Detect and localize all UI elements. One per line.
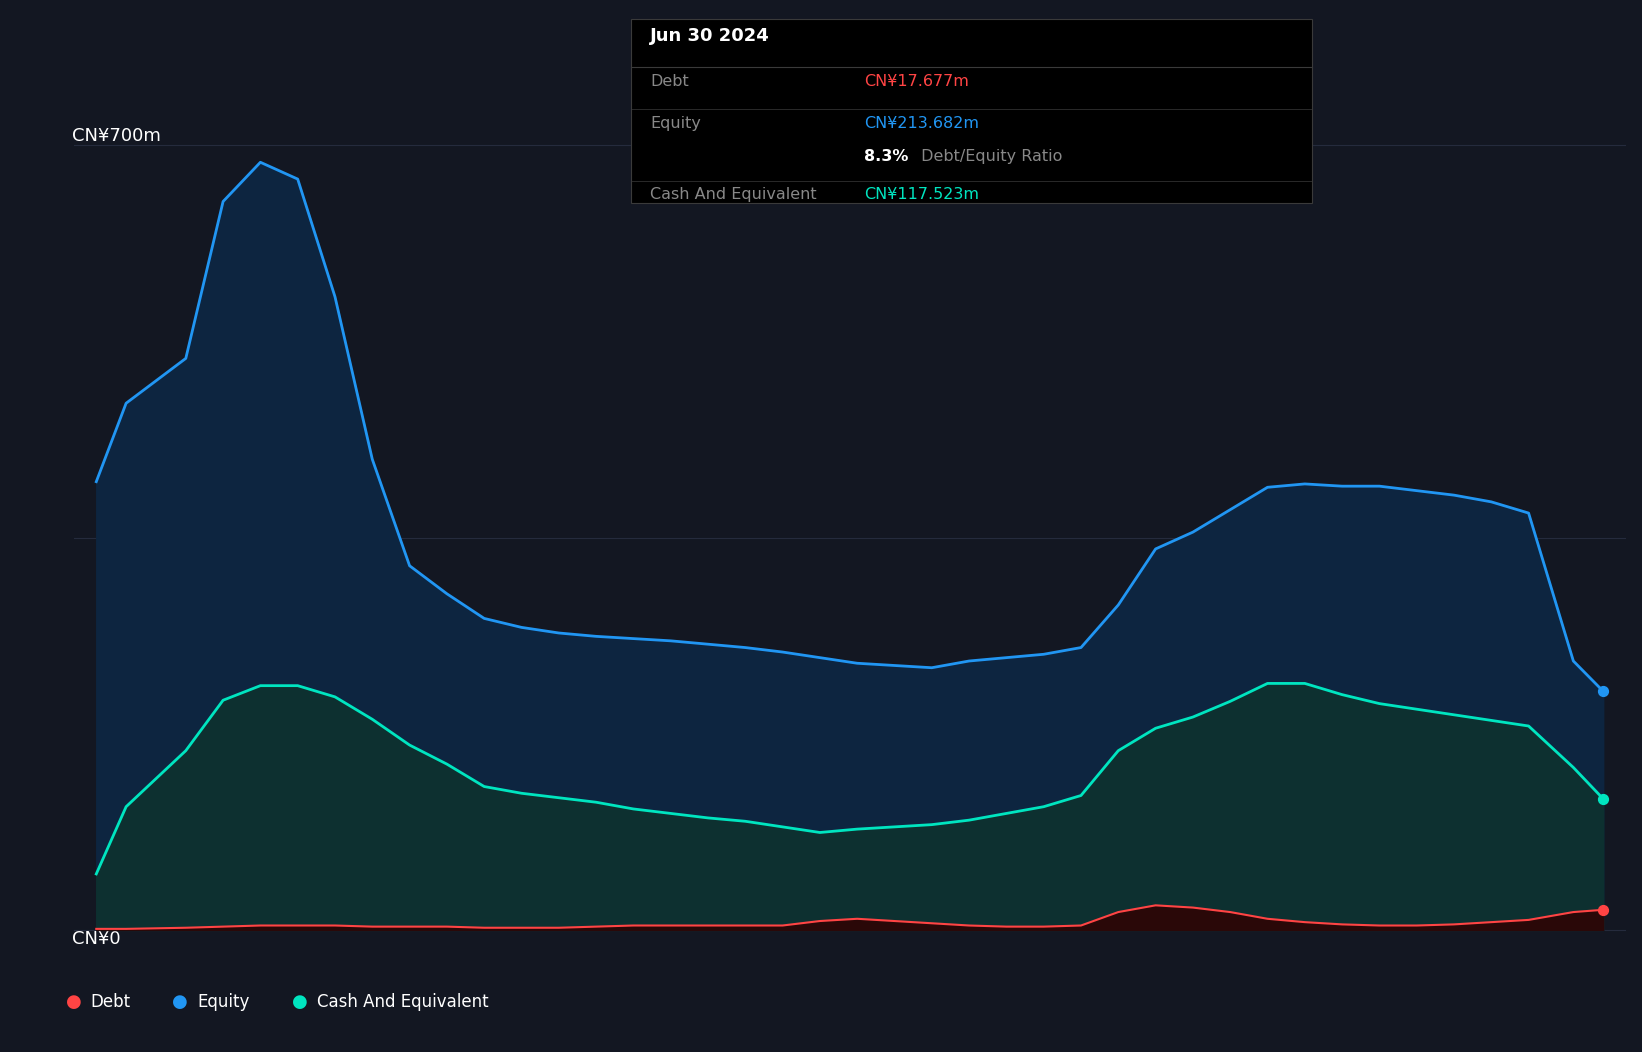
Text: ●: ● bbox=[66, 992, 82, 1011]
Text: ●: ● bbox=[292, 992, 309, 1011]
Text: ●: ● bbox=[172, 992, 189, 1011]
Text: CN¥17.677m: CN¥17.677m bbox=[864, 74, 969, 88]
Text: CN¥0: CN¥0 bbox=[72, 930, 122, 948]
Text: Cash And Equivalent: Cash And Equivalent bbox=[650, 187, 816, 202]
Text: 8.3%: 8.3% bbox=[864, 149, 908, 164]
Text: CN¥213.682m: CN¥213.682m bbox=[864, 116, 979, 130]
Point bbox=[1589, 902, 1616, 918]
Text: Debt: Debt bbox=[650, 74, 690, 88]
Point bbox=[1589, 683, 1616, 700]
Text: Jun 30 2024: Jun 30 2024 bbox=[650, 27, 770, 45]
Point bbox=[1589, 790, 1616, 807]
Text: CN¥700m: CN¥700m bbox=[72, 127, 161, 145]
Text: CN¥117.523m: CN¥117.523m bbox=[864, 187, 979, 202]
Text: Debt/Equity Ratio: Debt/Equity Ratio bbox=[916, 149, 1062, 164]
Text: Cash And Equivalent: Cash And Equivalent bbox=[317, 992, 489, 1011]
Text: Debt: Debt bbox=[90, 992, 130, 1011]
Text: Equity: Equity bbox=[650, 116, 701, 130]
Text: Equity: Equity bbox=[197, 992, 250, 1011]
